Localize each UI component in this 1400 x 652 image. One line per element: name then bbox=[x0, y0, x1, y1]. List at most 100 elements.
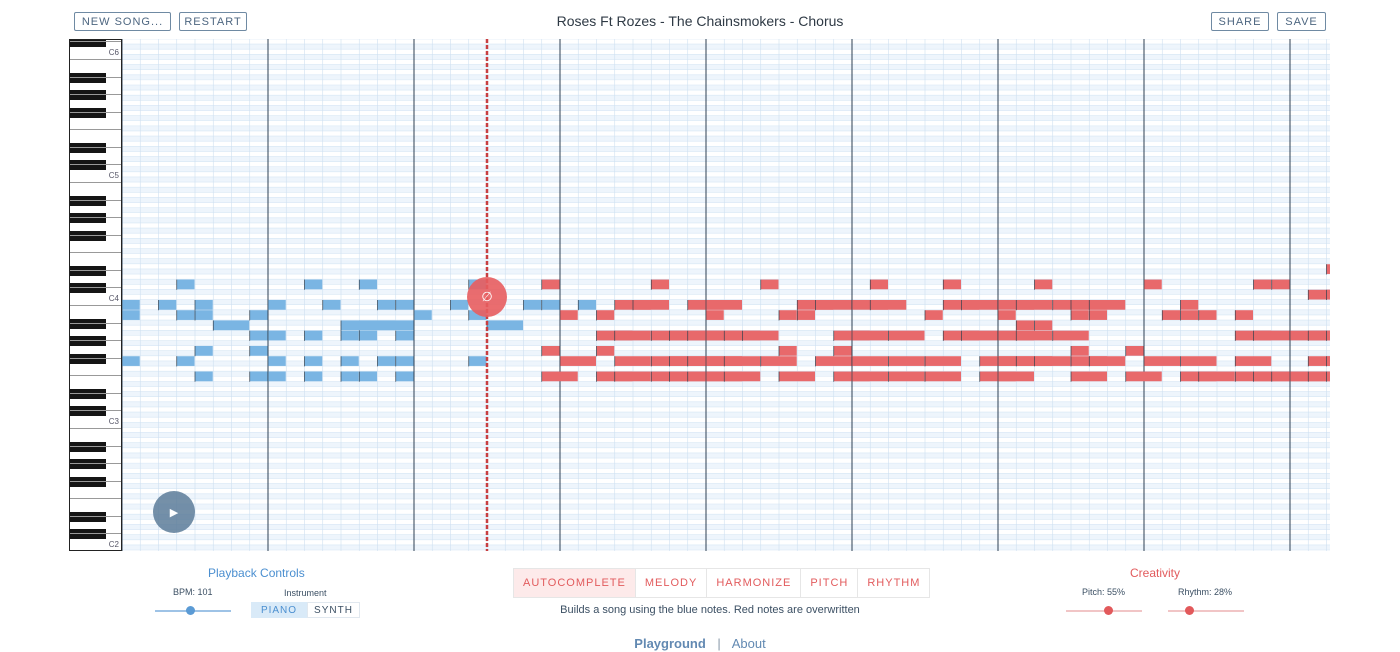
generated-note[interactable] bbox=[633, 300, 669, 310]
user-note[interactable] bbox=[195, 310, 213, 320]
black-key[interactable] bbox=[70, 441, 106, 452]
generated-note[interactable] bbox=[1034, 320, 1053, 331]
user-note[interactable] bbox=[158, 300, 177, 310]
generated-note[interactable] bbox=[1089, 356, 1126, 366]
play-button[interactable]: ▶ bbox=[153, 491, 195, 533]
user-note[interactable] bbox=[268, 356, 286, 366]
user-note[interactable] bbox=[468, 356, 487, 366]
user-note[interactable] bbox=[268, 371, 286, 382]
user-note[interactable] bbox=[487, 320, 523, 331]
playhead-handle[interactable]: ∅ bbox=[467, 277, 507, 317]
share-button[interactable]: SHARE bbox=[1211, 12, 1269, 31]
user-note[interactable] bbox=[122, 310, 140, 320]
generated-note[interactable] bbox=[1071, 310, 1089, 320]
generated-note[interactable] bbox=[760, 279, 779, 290]
black-key[interactable] bbox=[70, 353, 106, 364]
generated-note[interactable] bbox=[852, 371, 888, 382]
user-note[interactable] bbox=[304, 356, 323, 366]
black-key[interactable] bbox=[70, 318, 106, 329]
generated-note[interactable] bbox=[943, 279, 961, 290]
tab-pitch[interactable]: PITCH bbox=[801, 569, 859, 597]
generated-note[interactable] bbox=[1180, 310, 1199, 320]
user-note[interactable] bbox=[359, 279, 377, 290]
pitch-slider-knob[interactable] bbox=[1103, 606, 1113, 615]
white-key[interactable] bbox=[70, 341, 121, 359]
user-note[interactable] bbox=[304, 371, 323, 382]
generated-note[interactable] bbox=[1071, 345, 1089, 356]
white-key[interactable] bbox=[70, 306, 121, 324]
user-note[interactable] bbox=[249, 310, 268, 320]
user-note[interactable] bbox=[249, 330, 268, 341]
generated-note[interactable] bbox=[760, 356, 797, 366]
bpm-slider-knob[interactable] bbox=[186, 606, 195, 615]
white-key[interactable] bbox=[70, 429, 121, 447]
white-key[interactable] bbox=[70, 482, 121, 500]
black-key[interactable] bbox=[70, 90, 106, 101]
new-song-button[interactable]: NEW SONG... bbox=[74, 12, 171, 31]
white-key[interactable] bbox=[70, 359, 121, 377]
restart-button[interactable]: RESTART bbox=[179, 12, 247, 31]
user-note[interactable] bbox=[414, 310, 432, 320]
user-note[interactable] bbox=[304, 330, 323, 341]
tab-harmonize[interactable]: HARMONIZE bbox=[707, 569, 802, 597]
white-key[interactable] bbox=[70, 376, 121, 394]
generated-note[interactable] bbox=[541, 371, 578, 382]
white-key[interactable] bbox=[70, 218, 121, 236]
generated-note[interactable] bbox=[614, 371, 651, 382]
generated-note[interactable] bbox=[1326, 356, 1331, 366]
generated-note[interactable] bbox=[614, 356, 651, 366]
user-note[interactable] bbox=[249, 371, 268, 382]
generated-note[interactable] bbox=[1326, 330, 1331, 341]
black-key[interactable] bbox=[70, 160, 106, 171]
user-note[interactable] bbox=[341, 320, 396, 331]
piano-keyboard[interactable]: C2 C3 C4 C5 C6 bbox=[69, 39, 122, 551]
piano-roll-grid[interactable] bbox=[122, 39, 1330, 551]
user-note[interactable] bbox=[341, 371, 359, 382]
generated-note[interactable] bbox=[1326, 371, 1331, 382]
generated-note[interactable] bbox=[797, 310, 815, 320]
generated-note[interactable] bbox=[815, 300, 852, 310]
tab-melody[interactable]: MELODY bbox=[636, 569, 708, 597]
user-note[interactable] bbox=[359, 330, 377, 341]
user-note[interactable] bbox=[268, 300, 286, 310]
generated-note[interactable] bbox=[1071, 371, 1107, 382]
generated-note[interactable] bbox=[1235, 356, 1272, 366]
white-key[interactable] bbox=[70, 95, 121, 113]
generated-note[interactable] bbox=[724, 356, 761, 366]
white-key[interactable] bbox=[70, 148, 121, 166]
user-note[interactable] bbox=[450, 300, 469, 310]
generated-note[interactable] bbox=[560, 310, 578, 320]
generated-note[interactable] bbox=[1089, 300, 1126, 310]
generated-note[interactable] bbox=[1052, 330, 1089, 341]
generated-note[interactable] bbox=[1089, 310, 1107, 320]
white-key[interactable] bbox=[70, 253, 121, 271]
user-note[interactable] bbox=[395, 300, 414, 310]
white-key[interactable] bbox=[70, 78, 121, 96]
black-key[interactable] bbox=[70, 142, 106, 153]
user-note[interactable] bbox=[395, 371, 414, 382]
white-key[interactable] bbox=[70, 236, 121, 254]
white-key[interactable] bbox=[70, 42, 121, 60]
generated-note[interactable] bbox=[1125, 371, 1162, 382]
generated-note[interactable] bbox=[1144, 356, 1180, 366]
generated-note[interactable] bbox=[1271, 279, 1290, 290]
generated-note[interactable] bbox=[1308, 371, 1330, 382]
black-key[interactable] bbox=[70, 406, 106, 417]
black-key[interactable] bbox=[70, 213, 106, 224]
generated-note[interactable] bbox=[1253, 330, 1290, 341]
user-note[interactable] bbox=[213, 320, 250, 331]
black-key[interactable] bbox=[70, 230, 106, 241]
generated-note[interactable] bbox=[1198, 371, 1235, 382]
generated-note[interactable] bbox=[1308, 356, 1330, 366]
user-note[interactable] bbox=[395, 356, 414, 366]
generated-note[interactable] bbox=[888, 371, 925, 382]
instrument-synth-toggle[interactable]: SYNTH bbox=[307, 602, 360, 618]
generated-note[interactable] bbox=[541, 345, 560, 356]
generated-note[interactable] bbox=[1016, 330, 1053, 341]
generated-note[interactable] bbox=[961, 330, 998, 341]
user-note[interactable] bbox=[195, 300, 213, 310]
generated-note[interactable] bbox=[1034, 279, 1053, 290]
generated-note[interactable] bbox=[706, 310, 724, 320]
generated-note[interactable] bbox=[1198, 310, 1217, 320]
generated-note[interactable] bbox=[1144, 279, 1162, 290]
